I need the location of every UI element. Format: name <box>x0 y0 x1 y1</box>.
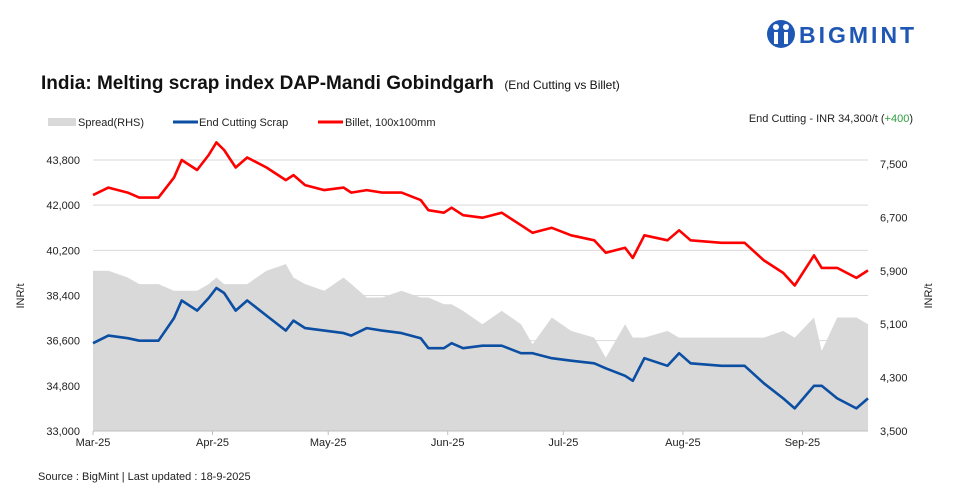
x-tick-label: May-25 <box>310 437 347 449</box>
series-line-end-cutting-scrap <box>92 286 869 410</box>
axes: 43,800 42,000 40,200 38,400 36,600 34,800 33,0… <box>46 155 907 449</box>
y-tick-label-left: 43,800 <box>46 155 80 167</box>
y-tick-label-right: 5,100 <box>880 319 908 331</box>
latest-price-annotation: End Cutting - INR 34,300/t (+400) <box>749 113 913 125</box>
annotation-close: ) <box>909 113 913 125</box>
legend-label-scrap: End Cutting Scrap <box>199 117 288 129</box>
legend-label-spread: Spread(RHS) <box>78 117 144 129</box>
legend: Spread(RHS) End Cutting Scrap Billet, 10… <box>48 117 436 129</box>
x-tick-label: Aug-25 <box>665 437 700 449</box>
y-tick-label-left: 38,400 <box>46 291 80 303</box>
y-tick-label-left: 33,000 <box>46 426 80 438</box>
chart-subtitle: (End Cutting vs Billet) <box>504 78 619 92</box>
legend-label-billet: Billet, 100x100mm <box>345 117 436 129</box>
logo-text: BIGMINT <box>799 22 917 48</box>
legend-swatch-spread <box>48 118 76 126</box>
x-tick-label: Mar-25 <box>76 437 111 449</box>
x-tick-label: Jun-25 <box>431 437 465 449</box>
source-footer: Source : BigMint | Last updated : 18-9-2… <box>38 471 251 483</box>
x-tick-label: Jul-25 <box>548 437 578 449</box>
series-line-billet <box>92 141 869 287</box>
y-tick-label-left: 42,000 <box>46 200 80 212</box>
chart-title-line: India: Melting scrap index DAP-Mandi Gob… <box>41 73 620 94</box>
y-tick-label-right: 7,500 <box>880 159 908 171</box>
series-lines-layer <box>92 141 869 410</box>
annotation-change: +400 <box>885 113 910 125</box>
series-area-spread <box>93 264 868 431</box>
y-tick-label-right: 4,300 <box>880 373 908 385</box>
y-tick-label-right: 6,700 <box>880 212 908 224</box>
y-tick-label-left: 34,800 <box>46 381 80 393</box>
annotation-text: End Cutting - INR 34,300/t ( <box>749 113 885 125</box>
bigmint-logo: BIGMINT <box>767 20 917 48</box>
y-tick-label-left: 40,200 <box>46 245 80 257</box>
spread-area-layer <box>93 264 868 431</box>
y-tick-label-right: 5,900 <box>880 266 908 278</box>
y-tick-label-right: 3,500 <box>880 426 908 438</box>
x-tick-label: Sep-25 <box>785 437 820 449</box>
chart-title: India: Melting scrap index DAP-Mandi Gob… <box>41 73 494 94</box>
y-axis-label-left: INR/t <box>15 283 27 308</box>
x-tick-label: Apr-25 <box>196 437 229 449</box>
y-tick-label-left: 36,600 <box>46 336 80 348</box>
y-axis-label-right: INR/t <box>923 283 935 308</box>
logo-icon <box>767 20 795 48</box>
